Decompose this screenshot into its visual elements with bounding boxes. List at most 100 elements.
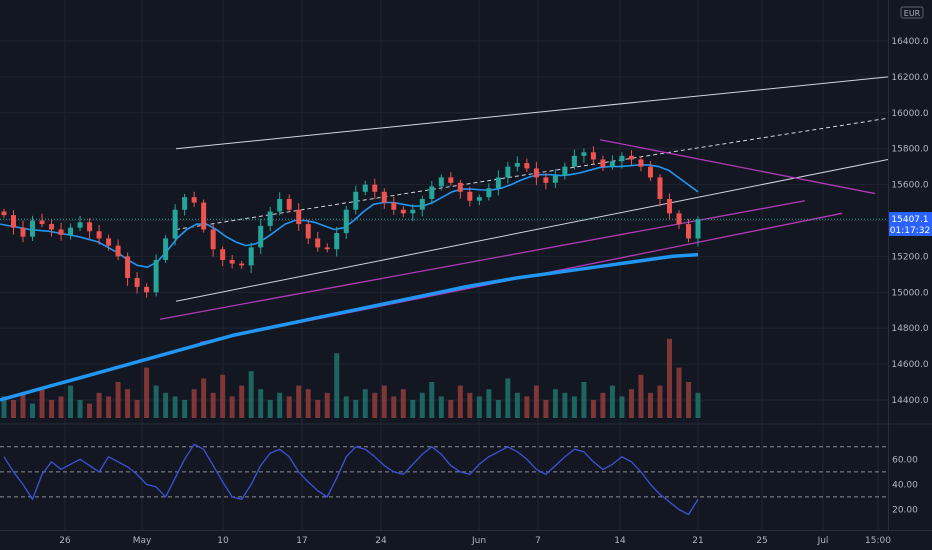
volume-bar — [457, 385, 463, 418]
volume-bar — [562, 392, 568, 418]
volume-bar — [514, 392, 520, 418]
volume-bar — [381, 385, 387, 418]
candle-body — [505, 166, 511, 178]
candle-body — [68, 227, 74, 235]
volume-bar — [1, 396, 7, 418]
price-tick-label: 14600.0 — [891, 360, 928, 370]
volume-bar — [600, 392, 606, 418]
volume-bar — [20, 392, 26, 418]
candle-body — [49, 224, 55, 230]
volume-bar — [476, 396, 482, 418]
volume-bar — [125, 389, 131, 418]
volume-bar — [419, 392, 425, 418]
volume-bar — [248, 371, 254, 418]
candlesticks — [1, 146, 701, 298]
volume-bar — [695, 392, 701, 418]
date-tick-label: 26 — [59, 536, 71, 546]
candle-body — [229, 259, 235, 264]
candle-body — [182, 197, 188, 210]
volume-bar — [220, 374, 226, 418]
candle-body — [429, 186, 435, 199]
volume-bar — [210, 392, 216, 418]
volume-bar — [486, 389, 492, 418]
candle-body — [362, 184, 368, 192]
candle-body — [571, 155, 577, 167]
candle-body — [191, 197, 197, 203]
rsi-tick-label: 40.00 — [892, 480, 918, 490]
volume-bar — [666, 338, 672, 418]
candle-body — [476, 197, 482, 201]
candle-body — [685, 224, 691, 239]
candle-body — [400, 209, 406, 214]
candle-body — [467, 191, 473, 201]
volume-bar — [305, 389, 311, 418]
candle-body — [58, 229, 64, 235]
rsi-line — [3, 443, 699, 516]
candle-body — [172, 209, 178, 239]
candle-body — [343, 209, 349, 234]
candle-body — [514, 163, 520, 167]
candle-body — [495, 177, 501, 189]
date-tick-label: 25 — [756, 536, 767, 546]
volume-bar — [628, 389, 634, 418]
volume-bar — [267, 400, 273, 418]
candle-body — [391, 202, 397, 210]
candle-body — [562, 166, 568, 176]
candle-body — [448, 177, 454, 183]
volume-bar — [49, 400, 55, 418]
volume-bar — [77, 400, 83, 418]
candle-body — [410, 209, 416, 214]
candle-body — [277, 198, 283, 212]
candle-body — [258, 225, 264, 248]
volume-bar — [115, 382, 121, 418]
candle-body — [1, 211, 7, 216]
volume-bar — [182, 400, 188, 418]
volume-bar — [400, 389, 406, 418]
candle-body — [20, 227, 26, 237]
channel-lower-line — [175, 158, 889, 302]
volume-bar — [362, 389, 368, 418]
candle-body — [638, 159, 644, 167]
candle-body — [666, 198, 672, 214]
candle-body — [590, 152, 596, 160]
date-tick-label: Jul — [817, 536, 829, 546]
candle-body — [77, 222, 83, 228]
date-tick-label: 17 — [296, 536, 307, 546]
date-tick-label: 10 — [217, 536, 229, 546]
rsi-tick-label: 20.00 — [892, 505, 918, 515]
volume-bar — [619, 396, 625, 418]
volume-bar — [229, 396, 235, 418]
volume-bar — [334, 353, 340, 418]
volume-bar — [201, 378, 207, 418]
volume-bar — [58, 396, 64, 418]
candle-body — [296, 209, 302, 225]
volume-bar — [676, 367, 682, 418]
rsi-tick-label: 60.00 — [892, 455, 918, 465]
volume-bar — [106, 396, 112, 418]
volume-bars — [1, 338, 701, 418]
volume-bar — [495, 400, 501, 418]
date-tick-label: May — [133, 536, 152, 546]
volume-bar — [571, 396, 577, 418]
volume-bar — [657, 385, 663, 418]
volume-bar — [87, 403, 93, 418]
volume-bar — [163, 392, 169, 418]
candle-body — [647, 166, 653, 178]
price-tick-label: 14400.0 — [891, 396, 928, 406]
volume-bar — [68, 385, 74, 418]
currency-tag[interactable]: EUR — [900, 6, 924, 19]
price-tick-label: 15000.0 — [891, 288, 928, 298]
volume-bar — [533, 385, 539, 418]
price-tick-label: 15200.0 — [891, 252, 928, 262]
volume-bar — [191, 389, 197, 418]
candle-body — [334, 233, 340, 250]
candle-body — [248, 247, 254, 266]
volume-bar — [581, 382, 587, 418]
volume-bar — [685, 382, 691, 418]
volume-bar — [144, 367, 150, 418]
candle-body — [676, 213, 682, 225]
price-tick-label: 15800.0 — [891, 145, 928, 155]
candle-body — [134, 277, 140, 287]
